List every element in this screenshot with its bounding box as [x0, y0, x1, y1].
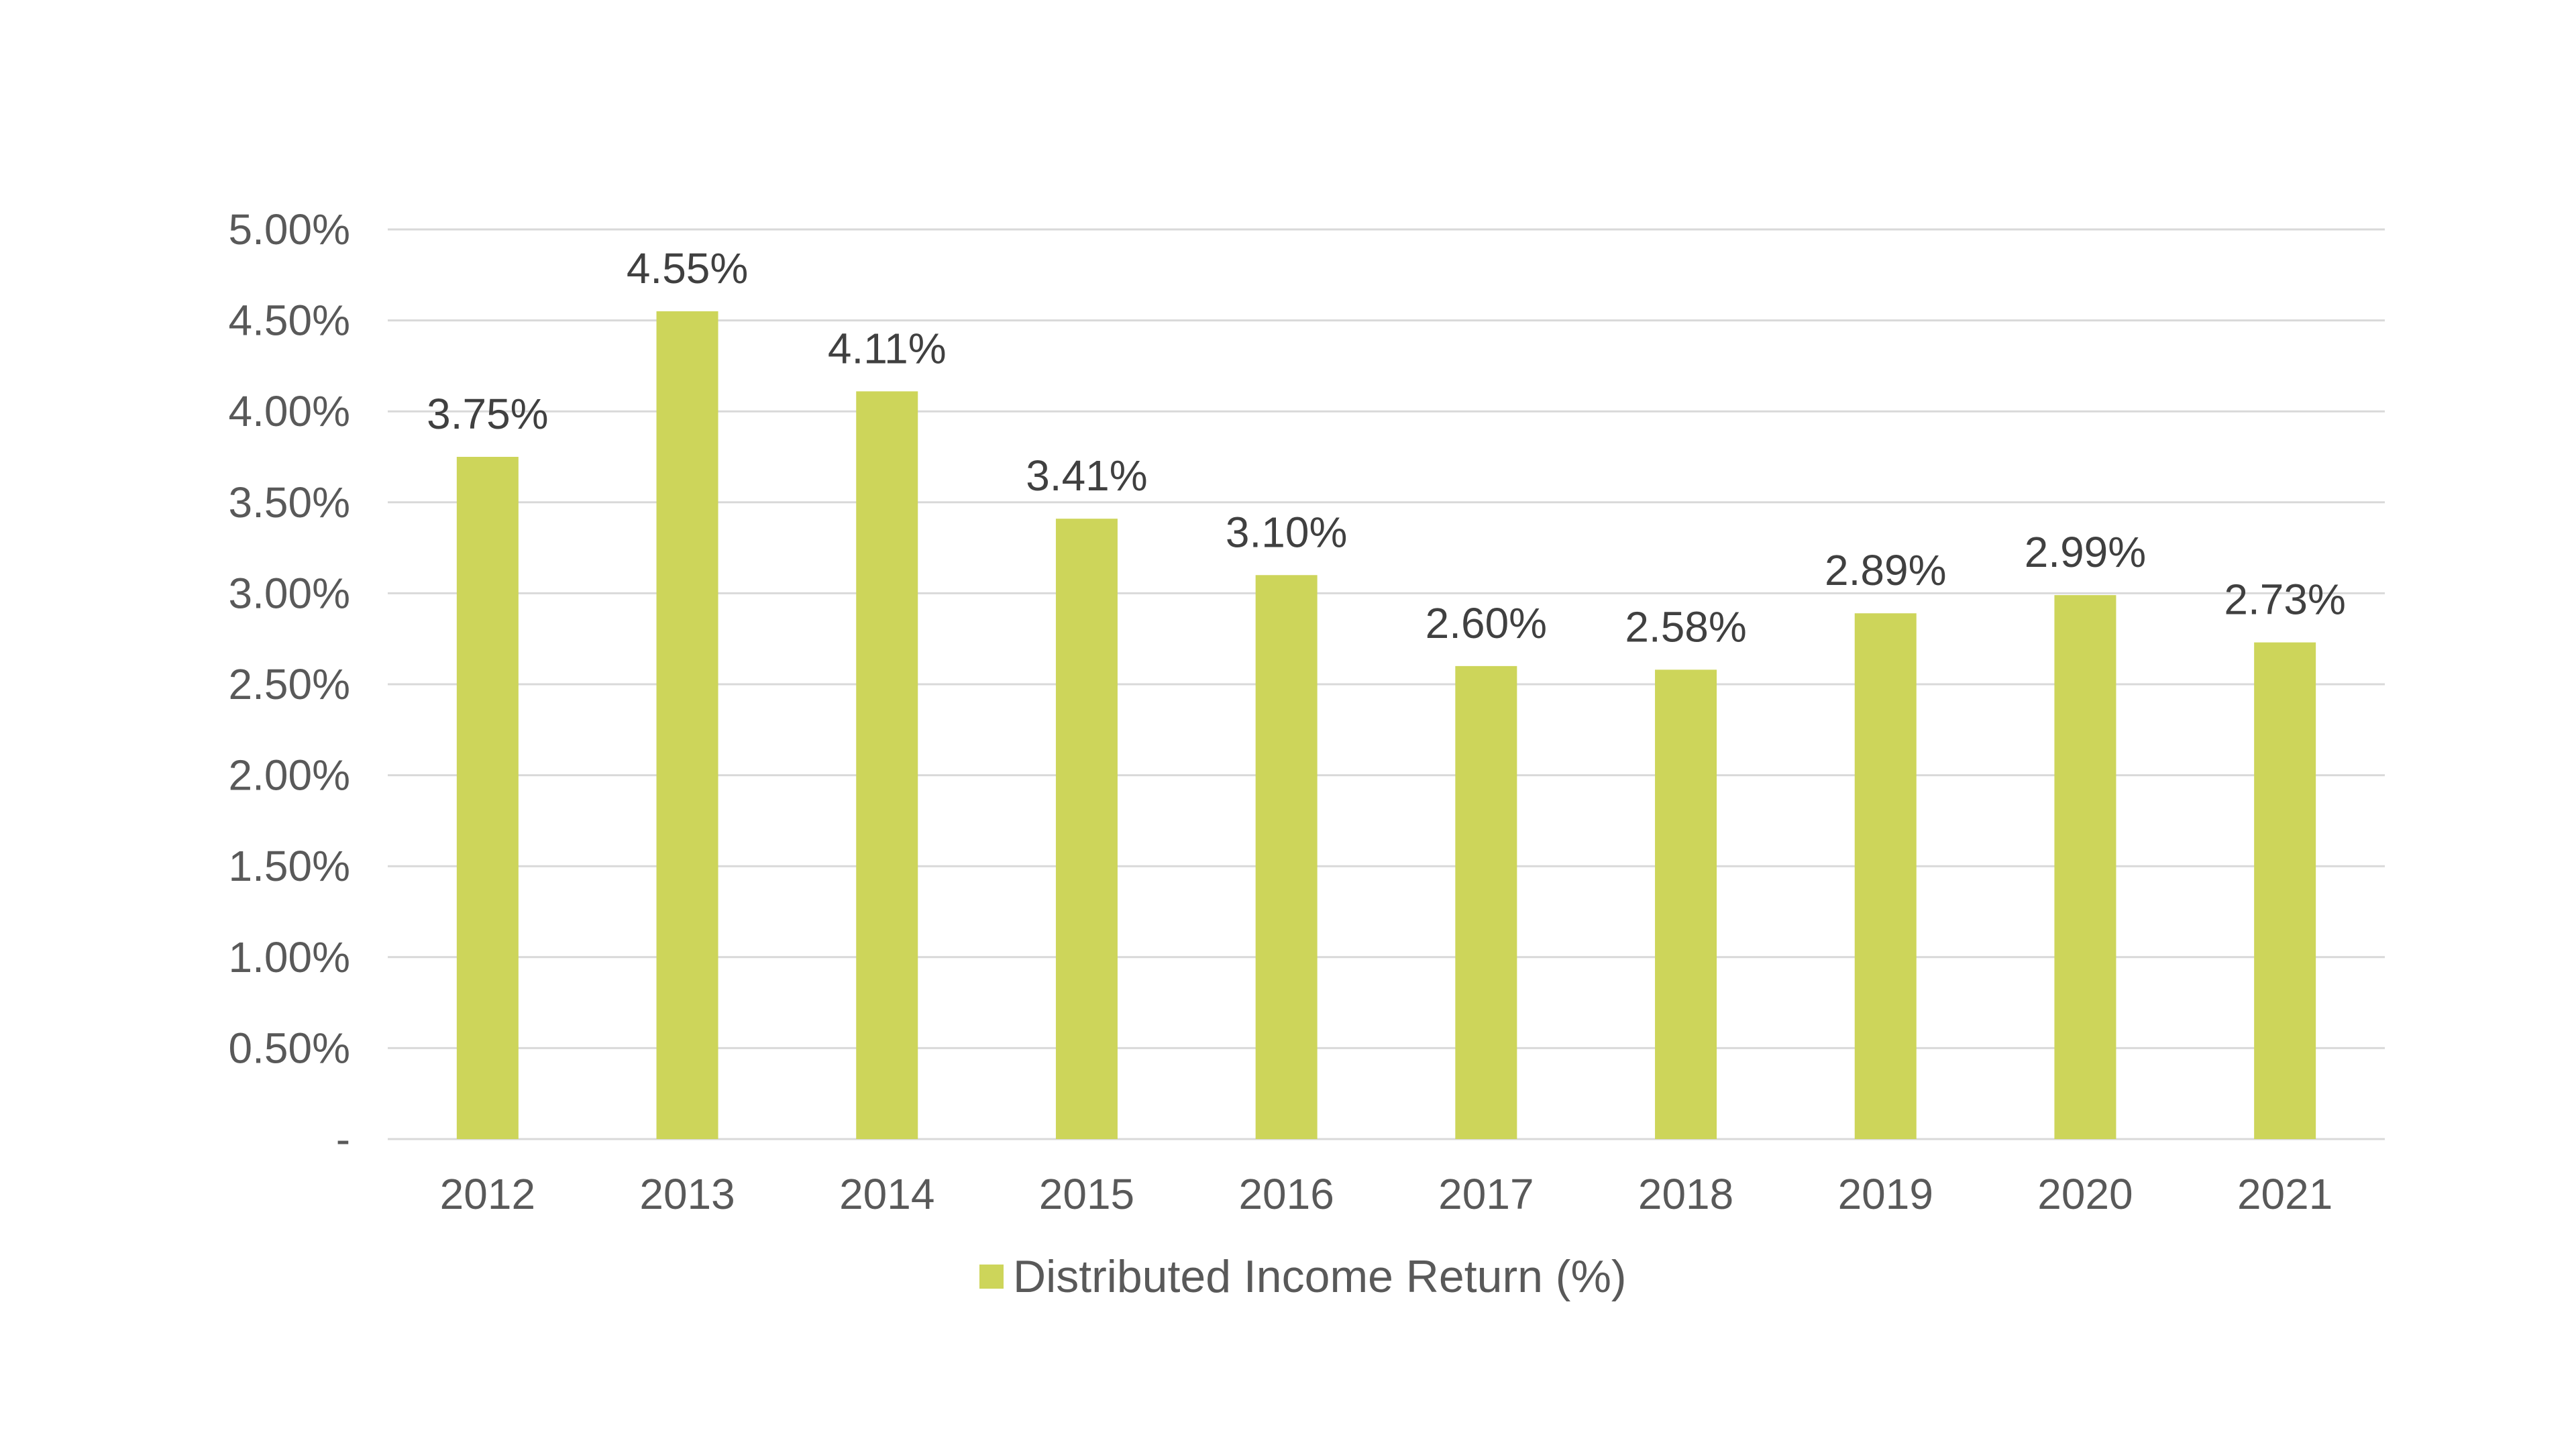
y-tick-label: 5.00% [229, 205, 350, 254]
gridlines [388, 228, 2385, 1140]
bar [1455, 665, 1517, 1139]
y-tick-label: 1.50% [229, 842, 350, 890]
data-label: 4.55% [627, 244, 748, 292]
y-tick-label: 4.50% [229, 297, 350, 345]
x-tick-label: 2013 [639, 1170, 735, 1218]
data-label: 3.41% [1026, 451, 1147, 500]
data-label: 2.89% [1825, 546, 1946, 594]
legend-label: Distributed Income Return (%) [1013, 1251, 1627, 1302]
x-tick-label: 2021 [2237, 1170, 2332, 1218]
x-tick-label: 2015 [1039, 1170, 1134, 1218]
legend: Distributed Income Return (%) [979, 1251, 1627, 1302]
bar [1055, 519, 1118, 1139]
y-tick-label: 2.00% [229, 751, 350, 800]
bar [1655, 669, 1717, 1139]
y-tick-label: 0.50% [229, 1024, 350, 1072]
bar [2054, 595, 2116, 1139]
data-label: 2.99% [2025, 528, 2146, 576]
data-label: 2.58% [1625, 602, 1746, 651]
bar [656, 311, 718, 1139]
data-labels: 3.75% 4.55% 4.11% 3.41% 3.10% 2.60% 2.58% 2.89%… [427, 244, 2346, 651]
x-tick-label: 2017 [1438, 1170, 1534, 1218]
bar [856, 391, 918, 1140]
x-tick-label: 2019 [1838, 1170, 1933, 1218]
bar [1255, 575, 1318, 1139]
y-tick-label: 3.00% [229, 569, 350, 617]
data-label: 4.11% [828, 324, 947, 372]
x-tick-label: 2020 [2037, 1170, 2133, 1218]
x-tick-label: 2018 [1638, 1170, 1733, 1218]
x-tick-label: 2012 [440, 1170, 535, 1218]
y-tick-label: 2.50% [229, 660, 350, 708]
data-label: 2.60% [1426, 599, 1547, 647]
x-tick-label: 2014 [839, 1170, 934, 1218]
x-tick-label: 2016 [1238, 1170, 1334, 1218]
legend-swatch [979, 1265, 1004, 1289]
data-label: 3.10% [1226, 508, 1347, 556]
data-label: 3.75% [427, 390, 548, 438]
y-tick-label: - [336, 1115, 350, 1163]
data-label: 2.73% [2224, 576, 2345, 624]
y-axis-tick-labels: - 0.50% 1.00% 1.50% 2.00% 2.50% 3.00% 3.50% 4.00… [229, 205, 350, 1163]
y-tick-label: 1.00% [229, 933, 350, 981]
bar [2254, 642, 2316, 1139]
y-tick-label: 4.00% [229, 387, 350, 435]
bar [456, 457, 519, 1139]
y-tick-label: 3.50% [229, 478, 350, 527]
x-axis-tick-labels: 2012 2013 2014 2015 2016 2017 2018 2019 2020 2021 [440, 1170, 2333, 1218]
bars [456, 311, 2316, 1140]
bar [1854, 613, 1917, 1139]
